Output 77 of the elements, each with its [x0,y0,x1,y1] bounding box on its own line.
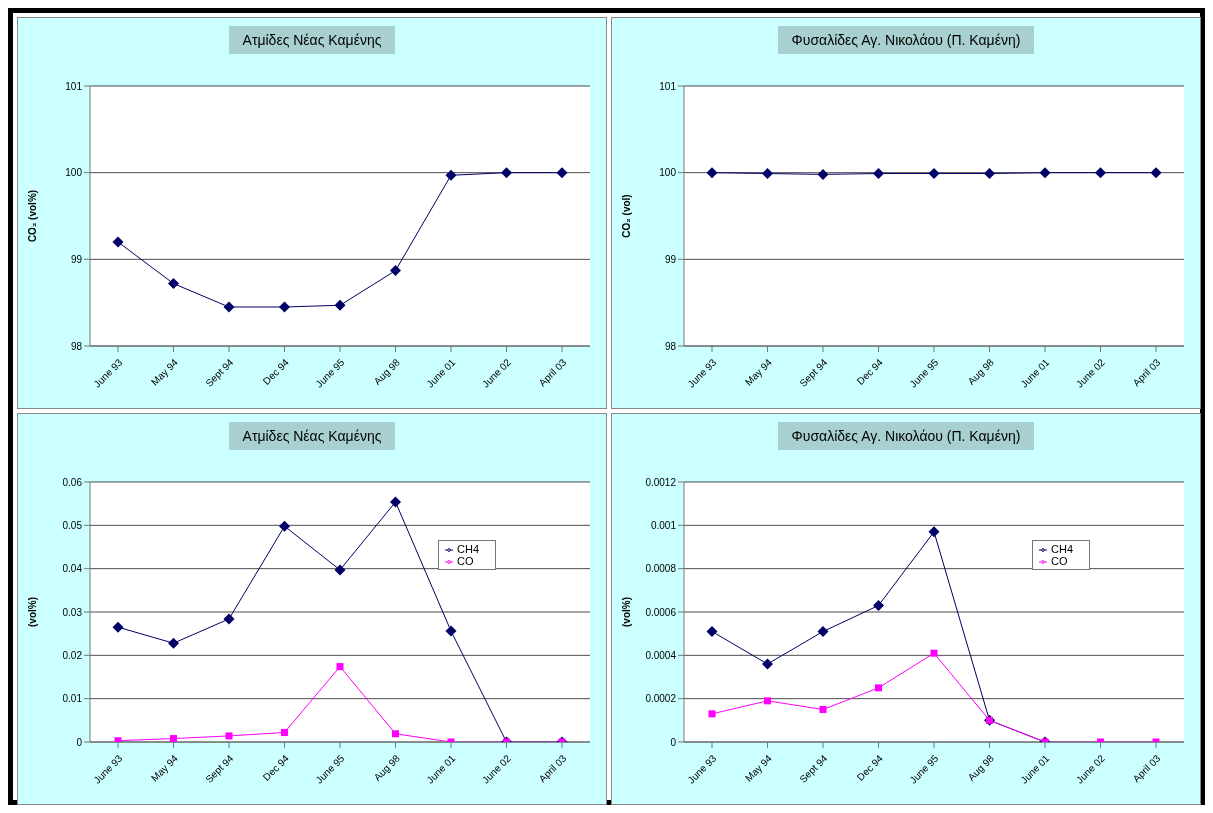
y-axis-title: (vol%) [620,597,632,627]
y-tick-label: 0.001 [650,519,677,531]
point [112,236,124,248]
y-tick-label: 0.03 [62,606,83,618]
point [281,728,288,736]
y-tick-label: 99 [664,253,677,265]
x-tick-label: Dec 94 [854,752,886,783]
point [223,613,235,625]
point [392,730,399,738]
y-tick-label: 0.0012 [645,476,677,488]
y-tick-label: 0.01 [62,693,83,705]
y-axis-title: CO₂ (vol%) [26,189,38,243]
chart-title: Φυσαλίδες Αγ. Νικολάου (Π. Καμένη) [777,26,1035,54]
y-axis-title: CO₂ (vol) [620,194,632,238]
y-tick-label: 0.0008 [645,563,677,575]
x-tick-label: May 94 [742,752,775,784]
x-tick-label: Aug 98 [371,356,403,387]
point [873,600,884,611]
y-tick-label: 101 [659,80,677,92]
point [334,564,346,576]
y-tick-label: 98 [664,340,677,352]
x-tick-label: May 94 [742,356,775,388]
x-tick-label: Dec 94 [854,356,886,387]
chart-title: Ατμίδες Νέας Καμένης [228,422,396,450]
y-tick-label: 0 [670,736,677,748]
point [445,169,457,181]
y-tick-label: 100 [659,167,677,179]
point [223,301,235,313]
point [706,626,718,637]
chart-title: Ατμίδες Νέας Καμένης [228,26,396,54]
y-tick-label: 0.06 [62,476,83,488]
point [764,697,771,705]
point [708,710,716,718]
y-tick-label: 0.0006 [645,606,677,618]
y-tick-label: 0.05 [62,519,83,531]
point [336,663,344,671]
x-tick-label: Dec 94 [260,356,292,387]
point [928,526,940,538]
chart-title: Φυσαλίδες Αγ. Νικολάου (Π. Καμένη) [777,422,1035,450]
point [168,637,179,649]
x-tick-label: Aug 98 [371,752,403,783]
legend-label: CH4 [457,543,480,555]
legend-label: CH4 [1051,543,1074,555]
y-axis-title: (vol%) [26,597,38,627]
legend-label: CO [1051,555,1068,567]
y-tick-label: 99 [70,253,83,265]
point [875,684,882,692]
point [819,706,827,713]
x-tick-label: May 94 [148,356,181,388]
y-tick-label: 0.04 [62,563,83,575]
point [817,626,829,637]
point [168,278,179,290]
x-tick-label: Dec 94 [260,752,292,783]
y-tick-label: 0.0004 [645,649,677,661]
point [390,496,401,508]
x-tick-label: May 94 [148,752,181,784]
y-tick-label: 101 [65,80,83,92]
point [334,299,346,311]
y-tick-label: 0 [76,736,83,748]
point [279,520,290,532]
x-tick-label: Aug 98 [965,752,997,783]
point [445,625,457,637]
y-tick-label: 98 [70,340,83,352]
x-tick-label: Aug 98 [965,356,997,387]
point [170,735,177,742]
point [390,265,401,277]
y-tick-label: 0.02 [62,649,83,661]
point [762,658,773,670]
point [279,301,290,313]
y-tick-label: 100 [65,167,83,179]
point [501,167,512,179]
point [112,621,124,633]
point [930,649,938,657]
legend-label: CO [457,555,474,567]
point [556,167,568,179]
point [225,732,233,740]
y-tick-label: 0.0002 [645,693,677,705]
